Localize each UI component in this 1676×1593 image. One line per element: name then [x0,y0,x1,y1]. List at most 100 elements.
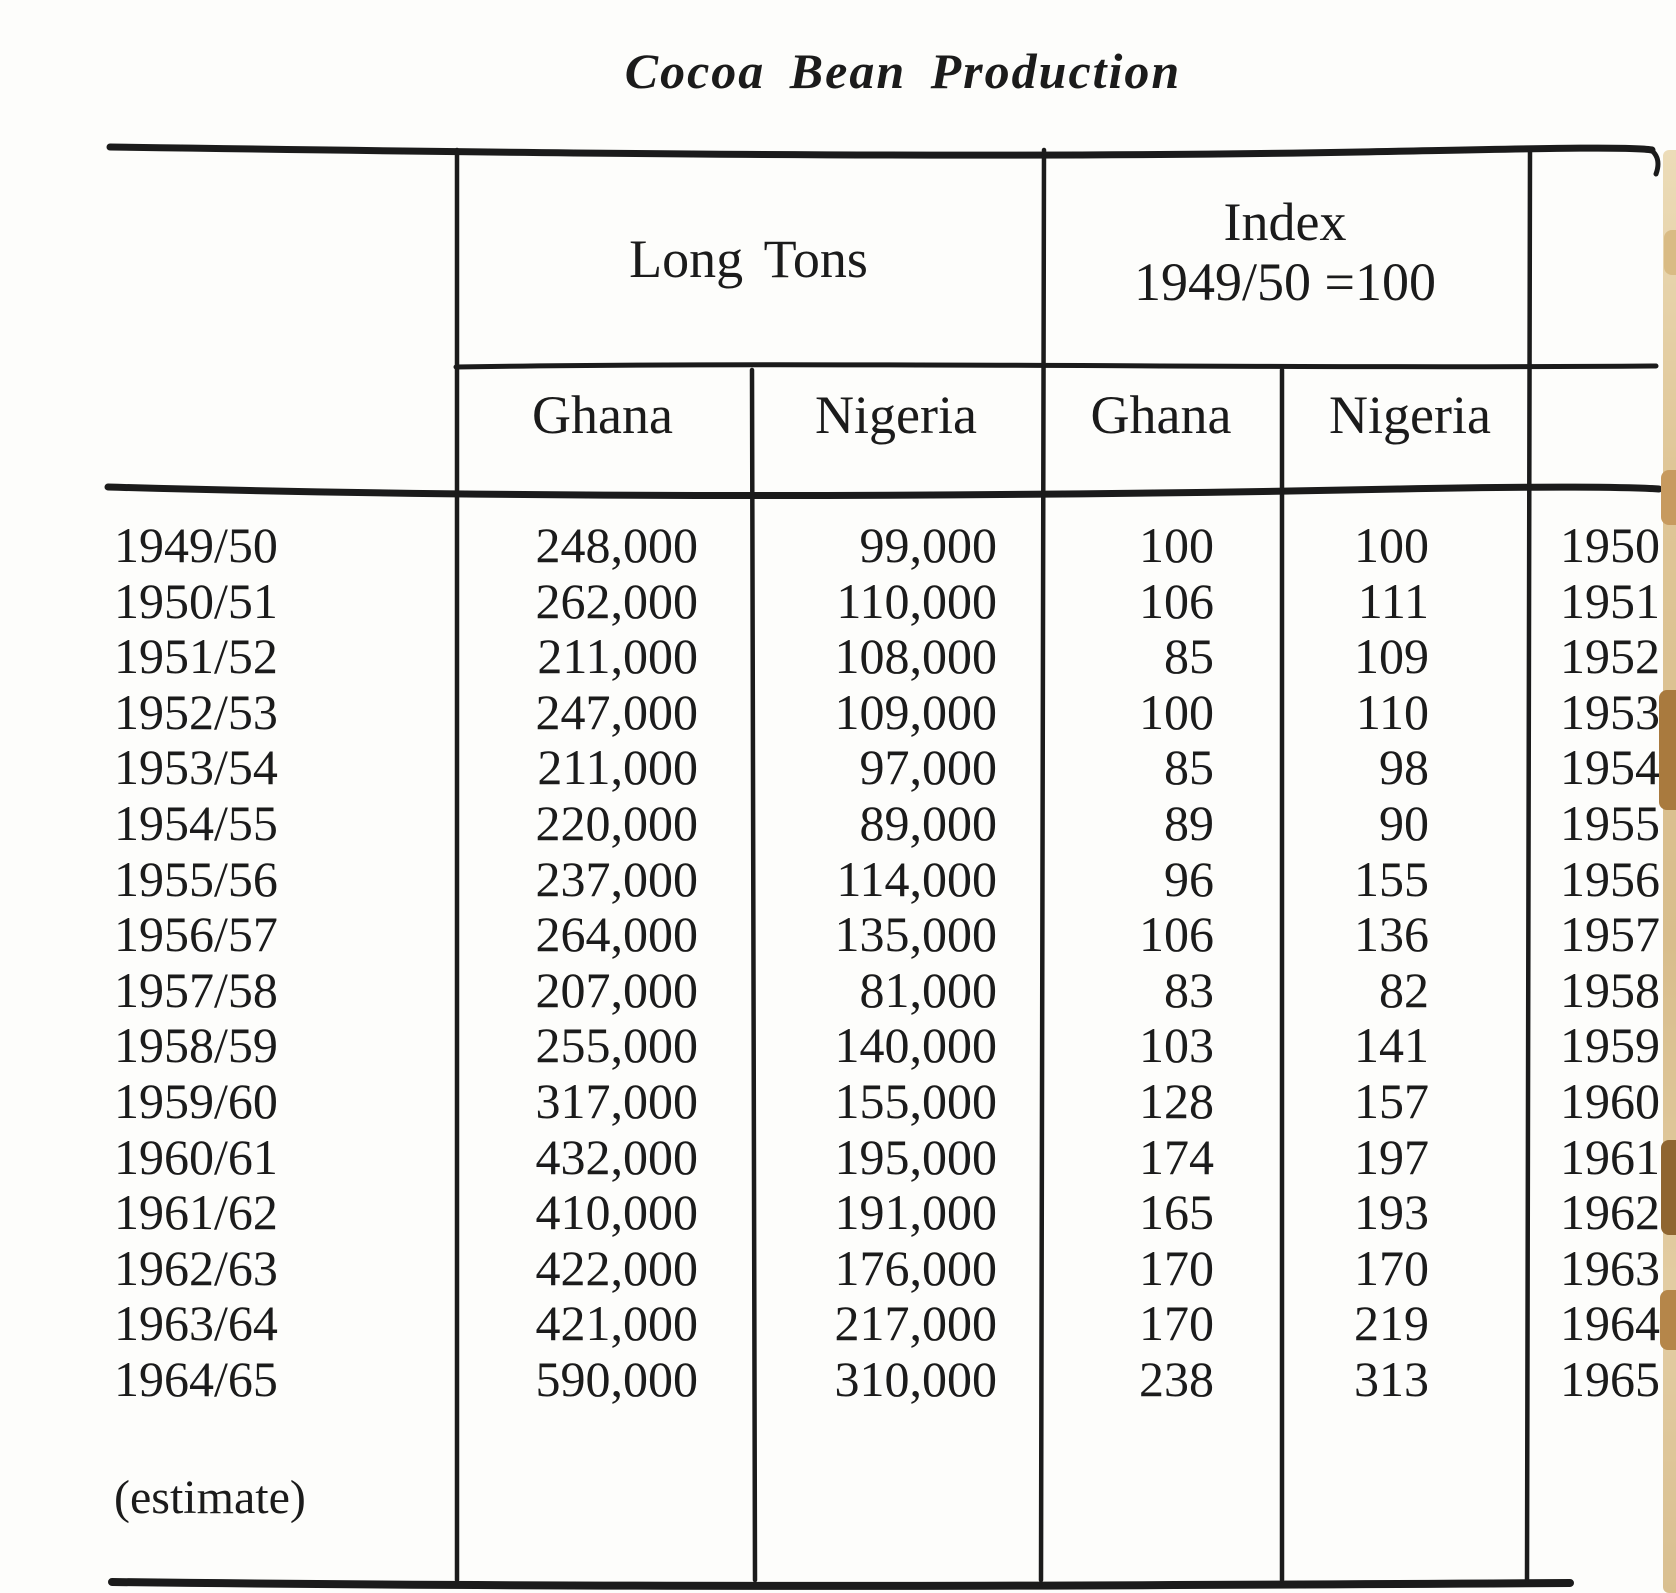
page-edge-blotch [1664,230,1676,275]
cell-ghana-tons: 211,000 [537,628,698,685]
cell-calendar-year: 1950 [1560,517,1660,573]
cell-ghana-index: 100 [1139,683,1214,740]
page-title: Cocoa Bean Production [624,43,1182,99]
page-edge-blotch [1661,470,1676,525]
index-header-line1: Index [1223,192,1347,252]
cell-ghana-tons: 590,000 [535,1350,699,1407]
table-row: 1955/56 237,000 114,000 96 155 1956 [0,850,1676,908]
column-header-ghana-index: Ghana [1090,385,1232,445]
cell-nigeria-tons: 155,000 [834,1072,998,1129]
cell-ghana-tons: 264,000 [535,906,699,963]
cell-nigeria-tons: 176,000 [834,1239,998,1296]
cell-ghana-index: 174 [1139,1128,1214,1185]
column-header-nigeria-index: Nigeria [1329,385,1491,445]
cell-season: 1961/62 [114,1184,278,1241]
page-edge-blotch [1661,1140,1676,1235]
index-header-line2: 1949/50 =100 [1134,252,1436,312]
cell-season: 1956/57 [114,906,278,963]
cell-calendar-year: 1956 [1560,850,1660,907]
cell-ghana-tons: 247,000 [535,683,699,740]
cell-ghana-tons: 422,000 [535,1239,699,1296]
cell-ghana-index: 85 [1164,739,1214,796]
table-body: 1949/50 248,000 99,000 100 100 1950 1950… [0,517,1676,1408]
cell-ghana-tons: 220,000 [535,794,699,851]
cell-season: 1964/65 [114,1350,278,1407]
cell-ghana-tons: 262,000 [535,572,699,629]
cell-season: 1957/58 [114,961,278,1018]
cell-ghana-index: 170 [1139,1295,1214,1352]
cell-nigeria-tons: 217,000 [834,1295,998,1352]
cell-season: 1955/56 [114,850,278,907]
cell-ghana-tons: 211,000 [537,739,698,796]
cell-nigeria-tons: 310,000 [834,1350,998,1407]
cell-calendar-year: 1961 [1560,1128,1660,1185]
cell-ghana-tons: 432,000 [535,1128,699,1185]
table-row: 1952/53 247,000 109,000 100 110 1953 [0,683,1676,741]
cell-nigeria-index: 90 [1379,794,1429,851]
cell-calendar-year: 1962 [1560,1184,1660,1241]
column-header-nigeria-tons: Nigeria [815,385,977,445]
cell-calendar-year: 1959 [1560,1017,1660,1074]
cell-calendar-year: 1960 [1560,1072,1660,1129]
cell-ghana-index: 96 [1164,850,1214,907]
cell-ghana-index: 103 [1139,1017,1214,1074]
table-row: 1957/58 207,000 81,000 83 82 1958 [0,961,1676,1019]
cell-calendar-year: 1955 [1560,794,1660,851]
cell-nigeria-index: 98 [1379,739,1429,796]
cell-nigeria-tons: 195,000 [834,1128,998,1185]
table-row: 1961/62 410,000 191,000 165 193 1962 [0,1185,1676,1241]
cell-season: 1963/64 [114,1295,278,1352]
cell-nigeria-tons: 191,000 [834,1184,998,1241]
table-row: 1950/51 262,000 110,000 106 111 1951 [0,572,1676,630]
cell-calendar-year: 1953 [1560,683,1660,740]
cell-ghana-tons: 255,000 [535,1017,699,1074]
cell-nigeria-tons: 108,000 [834,628,998,685]
cell-ghana-index: 238 [1139,1350,1214,1407]
table-row: 1959/60 317,000 155,000 128 157 1960 [0,1072,1676,1130]
cell-calendar-year: 1957 [1560,906,1660,963]
cell-ghana-index: 106 [1139,572,1214,629]
table-row: 1963/64 421,000 217,000 170 219 1964 [0,1296,1676,1352]
page-edge-blotch [1660,1290,1676,1350]
cell-calendar-year: 1951 [1560,572,1660,629]
cell-calendar-year: 1952 [1560,628,1660,685]
cell-ghana-index: 170 [1139,1239,1214,1296]
cell-nigeria-tons: 140,000 [834,1017,998,1074]
cell-nigeria-tons: 89,000 [859,794,998,851]
cell-calendar-year: 1954 [1560,739,1660,796]
column-group-index: Index 1949/50 =100 [1042,192,1528,312]
cell-nigeria-index: 170 [1354,1239,1429,1296]
cell-season: 1962/63 [114,1239,278,1296]
cell-ghana-tons: 421,000 [535,1295,699,1352]
cell-nigeria-index: 313 [1354,1350,1429,1407]
cell-nigeria-index: 155 [1354,850,1429,907]
table-row: 1958/59 255,000 140,000 103 141 1959 [0,1018,1676,1074]
cell-nigeria-tons: 97,000 [859,739,998,796]
cell-ghana-tons: 248,000 [535,517,699,573]
table-row: 1960/61 432,000 195,000 174 197 1961 [0,1128,1676,1186]
cell-calendar-year: 1965 [1560,1350,1660,1407]
cell-calendar-year: 1963 [1560,1239,1660,1296]
cell-nigeria-index: 157 [1354,1072,1429,1129]
cell-nigeria-index: 193 [1354,1184,1429,1241]
cell-nigeria-tons: 114,000 [836,850,997,907]
cell-ghana-index: 83 [1164,961,1214,1018]
cell-nigeria-index: 219 [1354,1295,1429,1352]
cell-season: 1958/59 [114,1017,278,1074]
cell-season: 1953/54 [114,739,278,796]
cell-ghana-index: 89 [1164,794,1214,851]
cell-nigeria-tons: 135,000 [834,906,998,963]
cell-ghana-index: 106 [1139,906,1214,963]
cell-nigeria-tons: 81,000 [859,961,998,1018]
cell-ghana-tons: 237,000 [535,850,699,907]
table-row: 1949/50 248,000 99,000 100 100 1950 [0,517,1676,574]
cell-season: 1960/61 [114,1128,278,1185]
cell-calendar-year: 1964 [1560,1295,1660,1352]
cell-ghana-index: 85 [1164,628,1214,685]
table-row: 1964/65 590,000 310,000 238 313 1965 [0,1350,1676,1408]
book-page-edge [1663,150,1676,1593]
cell-nigeria-index: 141 [1354,1017,1429,1074]
estimate-note: (estimate) [114,1471,306,1524]
table-row: 1953/54 211,000 97,000 85 98 1954 [0,740,1676,796]
